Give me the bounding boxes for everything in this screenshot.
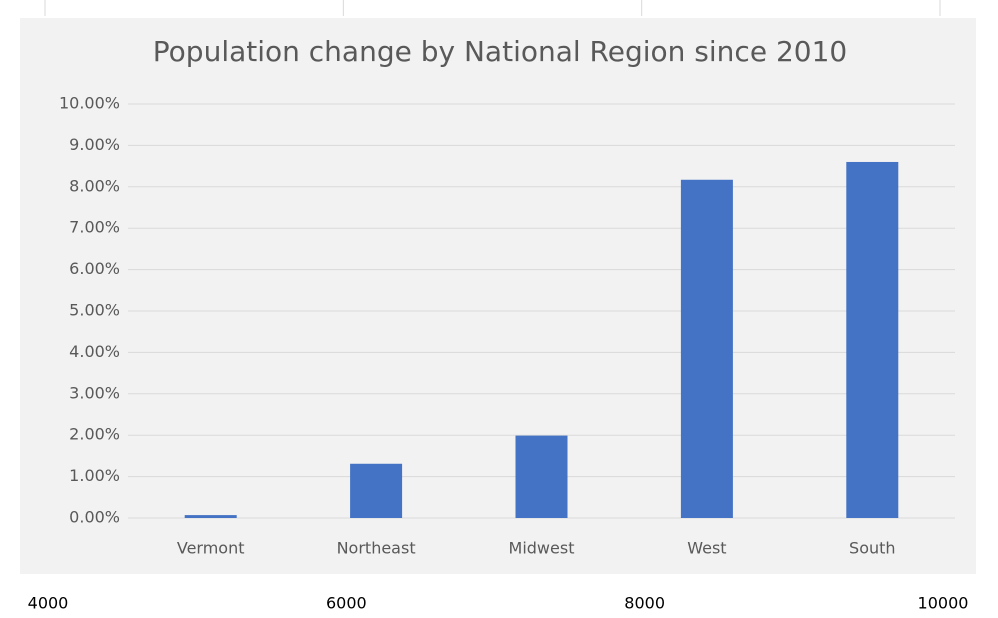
x-tick-label: West <box>687 539 726 558</box>
outer-x-tick-label: 10000 <box>918 594 969 613</box>
y-tick-label: 4.00% <box>69 342 120 361</box>
chart-title: Population change by National Region sin… <box>153 35 847 68</box>
y-tick-label: 8.00% <box>69 176 120 195</box>
bar <box>680 179 733 518</box>
outer-x-tick-label: 6000 <box>326 594 367 613</box>
x-tick-label: Midwest <box>509 539 575 558</box>
y-tick-label: 0.00% <box>69 508 120 527</box>
bar <box>515 435 568 518</box>
x-tick-label: Northeast <box>337 539 416 558</box>
y-tick-label: 7.00% <box>69 218 120 237</box>
y-tick-label: 1.00% <box>69 466 120 485</box>
x-tick-label: Vermont <box>177 539 245 558</box>
chart-panel <box>20 18 976 574</box>
y-tick-label: 9.00% <box>69 135 120 154</box>
bar <box>846 161 899 518</box>
y-tick-label: 3.00% <box>69 383 120 402</box>
y-tick-label: 6.00% <box>69 259 120 278</box>
outer-x-tick-label: 4000 <box>28 594 69 613</box>
y-tick-label: 10.00% <box>59 94 120 113</box>
outer-x-tick-label: 8000 <box>624 594 665 613</box>
x-tick-label: South <box>849 539 896 558</box>
bar <box>184 515 237 518</box>
y-tick-label: 2.00% <box>69 425 120 444</box>
bar <box>350 463 403 518</box>
y-tick-label: 5.00% <box>69 301 120 320</box>
